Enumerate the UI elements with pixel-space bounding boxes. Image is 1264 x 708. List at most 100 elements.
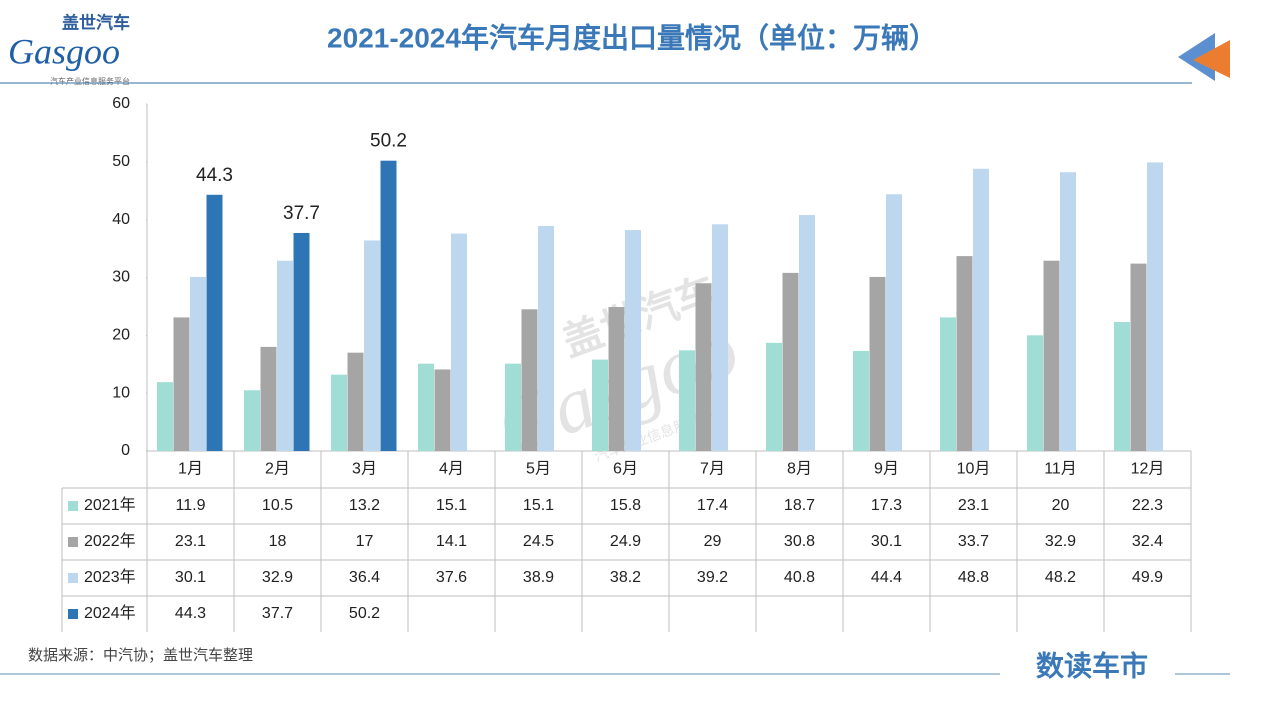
y-tick-label: 40 (112, 211, 130, 228)
data-label: 50.2 (370, 131, 407, 152)
y-tick-label: 20 (112, 327, 130, 344)
table-cell: 13.2 (349, 497, 380, 514)
bar (538, 226, 554, 451)
bar (277, 260, 293, 451)
bar (973, 168, 989, 452)
x-tick-label: 6月 (613, 461, 638, 478)
bar (380, 160, 397, 451)
legend-label: 2022年 (84, 532, 136, 550)
table-cell: 30.8 (784, 533, 815, 550)
plot: 0 10 20 30 40 50 60 1月 2月 3月 4月 5月 6月 7月 8月 9月 10月 11月 12月… (61, 95, 1192, 632)
bar (695, 283, 712, 451)
table-cell: 48.2 (1045, 569, 1076, 586)
legend-swatch (68, 501, 78, 511)
y-tick-label: 10 (112, 384, 130, 401)
bar (190, 276, 206, 451)
logo: 盖世汽车 Gasgoo 汽车产业信息服务平台 (8, 12, 130, 86)
data-label-bg (193, 163, 236, 187)
data-label-bg (367, 129, 410, 153)
bar (956, 256, 973, 451)
x-tick-label: 3月 (352, 461, 377, 478)
bar (1147, 162, 1163, 451)
bar (1060, 172, 1076, 451)
footer-brand: 数读车市 (1036, 649, 1148, 681)
data-label-bg (280, 201, 323, 225)
x-tick-label: 10月 (957, 461, 991, 478)
legend-label: 2023年 (84, 568, 136, 586)
logo-tagline: 汽车产业信息服务平台 (50, 76, 130, 86)
table-cell: 32.9 (1045, 533, 1076, 550)
table-cell: 15.1 (523, 497, 554, 514)
bar (206, 194, 223, 451)
x-tick-label: 7月 (700, 461, 725, 478)
x-tick-label: 5月 (526, 461, 551, 478)
y-tick-label: 60 (112, 95, 130, 112)
bar (451, 233, 467, 451)
bar (244, 390, 260, 451)
x-tick-label: 9月 (874, 461, 899, 478)
legend-swatch (68, 573, 78, 583)
bar (434, 369, 451, 451)
bar (331, 374, 347, 451)
y-tick-label: 30 (112, 269, 130, 286)
bar (1130, 263, 1147, 451)
source: 数据来源：中汽协；盖世汽车整理 (28, 647, 253, 664)
bar (853, 350, 869, 451)
bar (940, 317, 956, 451)
x-tick-label: 4月 (439, 461, 464, 478)
x-tick-label: 12月 (1131, 461, 1165, 478)
table-cell: 39.2 (697, 569, 728, 586)
bar (625, 230, 641, 451)
bar (869, 276, 886, 451)
legend-label: 2024年 (84, 604, 136, 622)
table-cell: 15.8 (610, 497, 641, 514)
table-cell: 20 (1052, 497, 1070, 514)
table-cell: 37.6 (436, 569, 467, 586)
bar (364, 240, 380, 451)
table-cell: 14.1 (436, 533, 467, 550)
data-label: 44.3 (196, 165, 233, 186)
table-cell: 50.2 (349, 605, 380, 622)
legend-label: 2021年 (84, 496, 136, 514)
bar (347, 352, 364, 451)
bar (799, 215, 815, 451)
table-cell: 17 (356, 533, 374, 550)
table-cell: 22.3 (1132, 497, 1163, 514)
table-cell: 36.4 (349, 569, 380, 586)
legend-swatch (68, 537, 78, 547)
bar (712, 224, 728, 451)
table-cell: 32.4 (1132, 533, 1163, 550)
table-cell: 18.7 (784, 497, 815, 514)
bar (608, 306, 625, 451)
x-tick-label: 2月 (265, 461, 290, 478)
x-tick-label: 1月 (178, 461, 203, 478)
bar (1043, 260, 1060, 451)
y-tick-label: 0 (121, 442, 130, 459)
bar (679, 350, 695, 451)
table-cell: 48.8 (958, 569, 989, 586)
table-cell: 30.1 (175, 569, 206, 586)
table-cell: 10.5 (262, 497, 293, 514)
bar (1027, 335, 1043, 451)
table-cell: 24.9 (610, 533, 641, 550)
table-cell: 29 (704, 533, 722, 550)
table-cell: 23.1 (175, 533, 206, 550)
table-cell: 33.7 (958, 533, 989, 550)
table-cell: 37.7 (262, 605, 293, 622)
bar (1114, 322, 1130, 451)
table-cell: 32.9 (262, 569, 293, 586)
bar (521, 309, 538, 451)
table-cell: 17.4 (697, 497, 728, 514)
table-cell: 23.1 (958, 497, 989, 514)
bar (782, 272, 799, 451)
bar (293, 232, 310, 451)
table-cell: 17.3 (871, 497, 902, 514)
bar (260, 346, 277, 451)
bar (766, 342, 782, 451)
logo-cn: 盖世汽车 (62, 12, 130, 32)
bar (505, 363, 521, 451)
table-cell: 38.2 (610, 569, 641, 586)
logo-en: Gasgoo (8, 31, 120, 71)
bar (173, 317, 190, 451)
bar (886, 194, 902, 451)
